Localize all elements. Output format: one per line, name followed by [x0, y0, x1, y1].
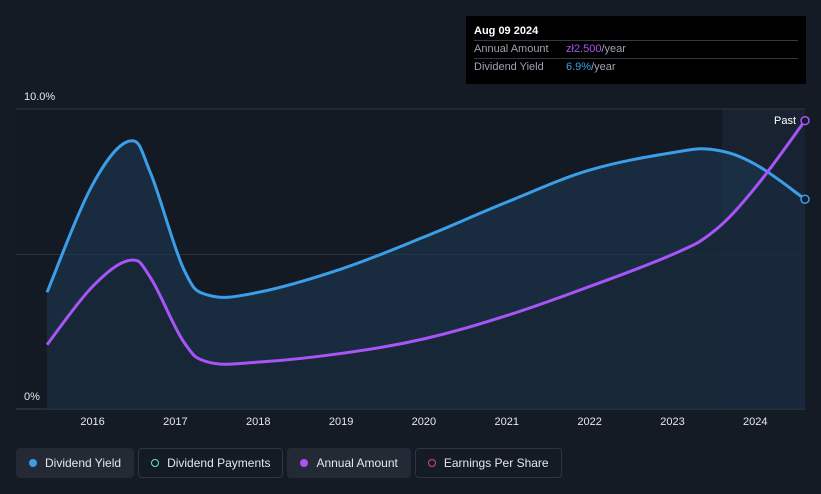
legend: Dividend Yield Dividend Payments Annual … [16, 448, 562, 478]
x-tick-label: 2016 [80, 416, 105, 428]
x-tick-label: 2017 [163, 416, 188, 428]
tooltip-value: zł2.500 [566, 43, 602, 55]
x-tick-label: 2023 [660, 416, 685, 428]
dividend-yield-end-marker [800, 194, 810, 204]
tooltip-row-annual-amount: Annual Amount zł2.500 /year [474, 40, 798, 58]
annual-amount-end-marker [800, 115, 810, 126]
past-region-label: Past [774, 115, 797, 127]
legend-dividend-yield-dot [29, 459, 37, 467]
tooltip-date: Aug 09 2024 [474, 25, 539, 37]
x-tick-label: 2024 [743, 416, 768, 428]
legend-dividend-payments[interactable]: Dividend Payments [138, 448, 284, 478]
annual-amount-area [47, 120, 805, 409]
legend-label: Earnings Per Share [443, 456, 549, 470]
legend-label: Dividend Payments [167, 456, 271, 470]
y-tick-label-top: 10.0% [24, 91, 56, 103]
x-tick-label: 2020 [411, 416, 437, 428]
tooltip-unit: /year [591, 61, 616, 73]
tooltip-label: Annual Amount [474, 43, 549, 55]
legend-label: Annual Amount [316, 456, 398, 470]
legend-dividend-yield[interactable]: Dividend Yield [16, 448, 135, 478]
legend-earnings-per-share[interactable]: Earnings Per Share [414, 448, 562, 478]
tooltip-unit: /year [601, 43, 626, 55]
legend-annual-amount[interactable]: Annual Amount [287, 448, 411, 478]
legend-label: Dividend Yield [45, 456, 122, 470]
tooltip-value: 6.9% [566, 61, 592, 73]
legend-annual-amount-dot [300, 459, 309, 467]
y-tick-label-bottom: 0% [24, 391, 40, 403]
x-tick-label: 2019 [328, 416, 354, 428]
annual-amount-line [45, 119, 807, 366]
legend-dividend-payments-dot [151, 459, 160, 467]
tooltip-row-dividend-yield: Dividend Yield 6.9% /year [474, 58, 798, 76]
legend-earnings-per-share-dot [427, 459, 436, 467]
x-tick-label: 2018 [245, 416, 271, 428]
tooltip: Aug 09 2024 Annual Amount zł2.500 /year … [466, 16, 806, 84]
tooltip-label: Dividend Yield [474, 61, 544, 73]
dividend-yield-line [45, 139, 806, 299]
x-tick-label: 2021 [494, 416, 520, 428]
x-tick-label: 2022 [577, 416, 602, 428]
